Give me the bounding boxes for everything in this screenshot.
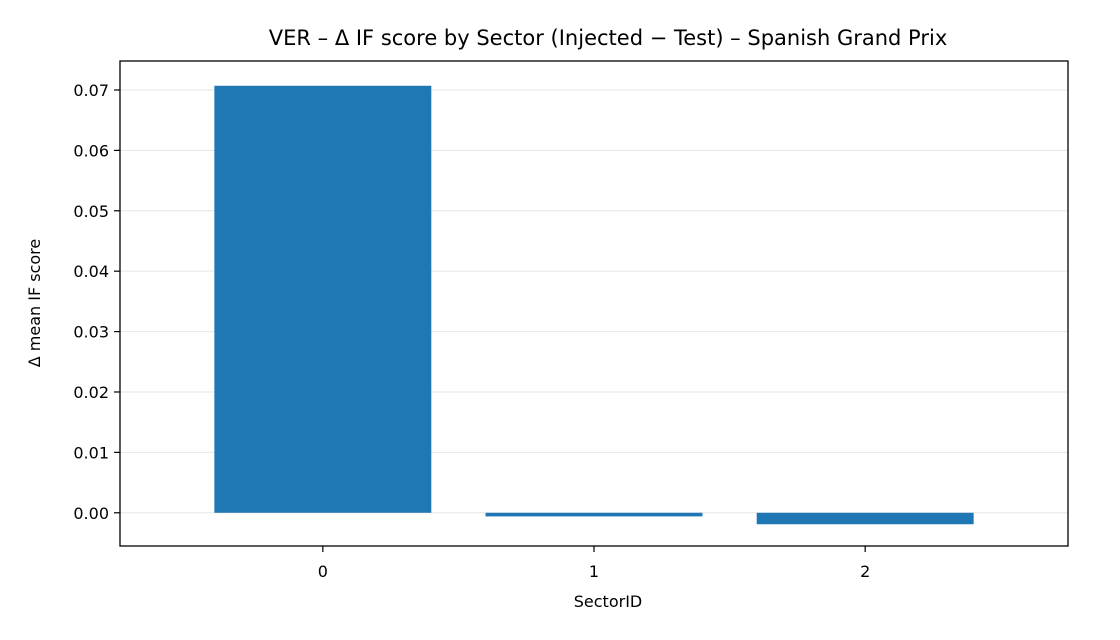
x-tick-label: 2 bbox=[860, 562, 870, 581]
y-tick-label: 0.05 bbox=[73, 202, 109, 221]
bars bbox=[214, 85, 974, 525]
bar-sector-2 bbox=[756, 512, 974, 525]
y-tick-label: 0.00 bbox=[73, 504, 109, 523]
bar-sector-0 bbox=[214, 85, 432, 513]
y-tick-label: 0.06 bbox=[73, 141, 109, 160]
x-axis-label: SectorID bbox=[574, 592, 642, 611]
x-tick-label: 0 bbox=[318, 562, 328, 581]
x-tick-label: 1 bbox=[589, 562, 599, 581]
y-axis-ticks: 0.00 0.01 0.02 0.03 0.04 0.05 0.06 0.07 bbox=[73, 81, 120, 523]
y-axis-label: Δ mean IF score bbox=[25, 239, 44, 368]
chart-title: VER – Δ IF score by Sector (Injected − T… bbox=[269, 26, 948, 50]
y-tick-label: 0.02 bbox=[73, 383, 109, 402]
x-axis-ticks: 0 1 2 bbox=[318, 546, 870, 581]
y-tick-label: 0.01 bbox=[73, 443, 109, 462]
y-tick-label: 0.04 bbox=[73, 262, 109, 281]
y-tick-label: 0.03 bbox=[73, 323, 109, 342]
y-tick-label: 0.07 bbox=[73, 81, 109, 100]
bar-sector-1 bbox=[485, 512, 703, 517]
